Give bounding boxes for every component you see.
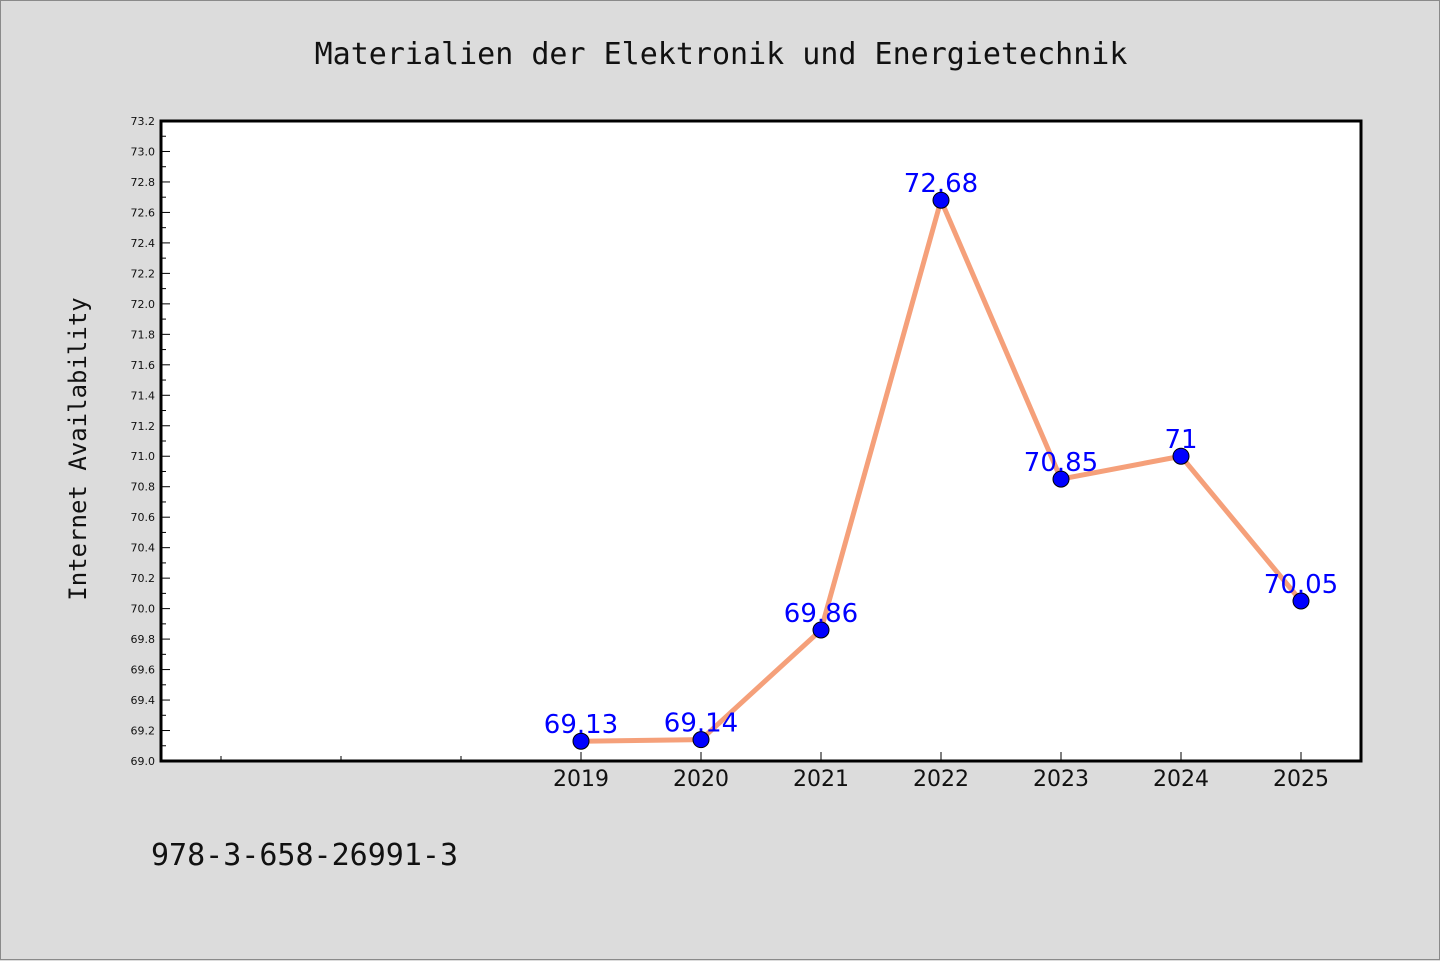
chart-title: Materialien der Elektronik und Energiete… — [315, 37, 1128, 72]
x-tick-label: 2021 — [793, 767, 849, 792]
series-layer — [572, 191, 1310, 750]
y-tick-label: 71.0 — [131, 450, 156, 463]
y-tick-label: 69.0 — [131, 755, 156, 768]
data-point — [1172, 447, 1190, 465]
y-tick-label: 71.2 — [131, 420, 156, 433]
data-label: 69.14 — [664, 709, 738, 739]
x-tick-label: 2025 — [1273, 767, 1329, 792]
y-axis-ticks: 69.0 69.2 69.4 69.6 69.8 70.0 70.2 70.4 70.6 70.8… — [131, 115, 170, 768]
y-tick-label: 71.6 — [131, 359, 156, 372]
y-tick-label: 72.4 — [131, 237, 156, 250]
y-tick-label: 70.4 — [131, 542, 156, 555]
y-tick-label: 70.2 — [131, 572, 156, 585]
data-label: 69.13 — [544, 710, 618, 740]
data-point — [932, 191, 950, 209]
data-label: 69.86 — [784, 599, 858, 629]
x-axis-ticks: 2019 2020 2021 2022 2023 2024 2025 — [220, 752, 1329, 792]
y-tick-label: 70.8 — [131, 481, 156, 494]
x-tick-label: 2024 — [1153, 767, 1209, 792]
y-tick-label: 70.6 — [131, 511, 156, 524]
y-tick-label: 69.2 — [131, 725, 156, 738]
data-label: 70.05 — [1264, 570, 1338, 600]
y-tick-label: 71.4 — [131, 389, 156, 402]
y-tick-label: 71.8 — [131, 328, 156, 341]
y-tick-label: 73.0 — [131, 145, 156, 158]
data-point — [812, 621, 830, 639]
y-tick-label: 72.8 — [131, 176, 156, 189]
x-tick-label: 2022 — [913, 767, 969, 792]
y-tick-label: 70.0 — [131, 603, 156, 616]
data-point — [1052, 470, 1070, 488]
plot-area — [159, 119, 1363, 763]
x-tick-label: 2023 — [1033, 767, 1089, 792]
data-label: 72.68 — [904, 169, 978, 199]
data-label: 71 — [1164, 425, 1197, 455]
y-axis-label: Internet Availability — [64, 297, 92, 600]
data-label: 70.85 — [1024, 448, 1098, 478]
y-tick-label: 73.2 — [131, 115, 156, 128]
y-tick-label: 69.4 — [131, 694, 156, 707]
y-tick-label: 72.2 — [131, 267, 156, 280]
y-tick-label: 72.6 — [131, 206, 156, 219]
footer-isbn: 978-3-658-26991-3 — [151, 838, 458, 873]
x-tick-label: 2020 — [673, 767, 729, 792]
data-labels: 69.13 69.14 69.86 72.68 70.85 71 70.05 — [544, 169, 1338, 740]
data-point — [1292, 592, 1310, 610]
data-point — [692, 731, 710, 749]
x-tick-label: 2019 — [553, 767, 609, 792]
y-tick-label: 69.8 — [131, 633, 156, 646]
data-point — [572, 732, 590, 750]
y-tick-label: 69.6 — [131, 664, 156, 677]
y-tick-label: 72.0 — [131, 298, 156, 311]
